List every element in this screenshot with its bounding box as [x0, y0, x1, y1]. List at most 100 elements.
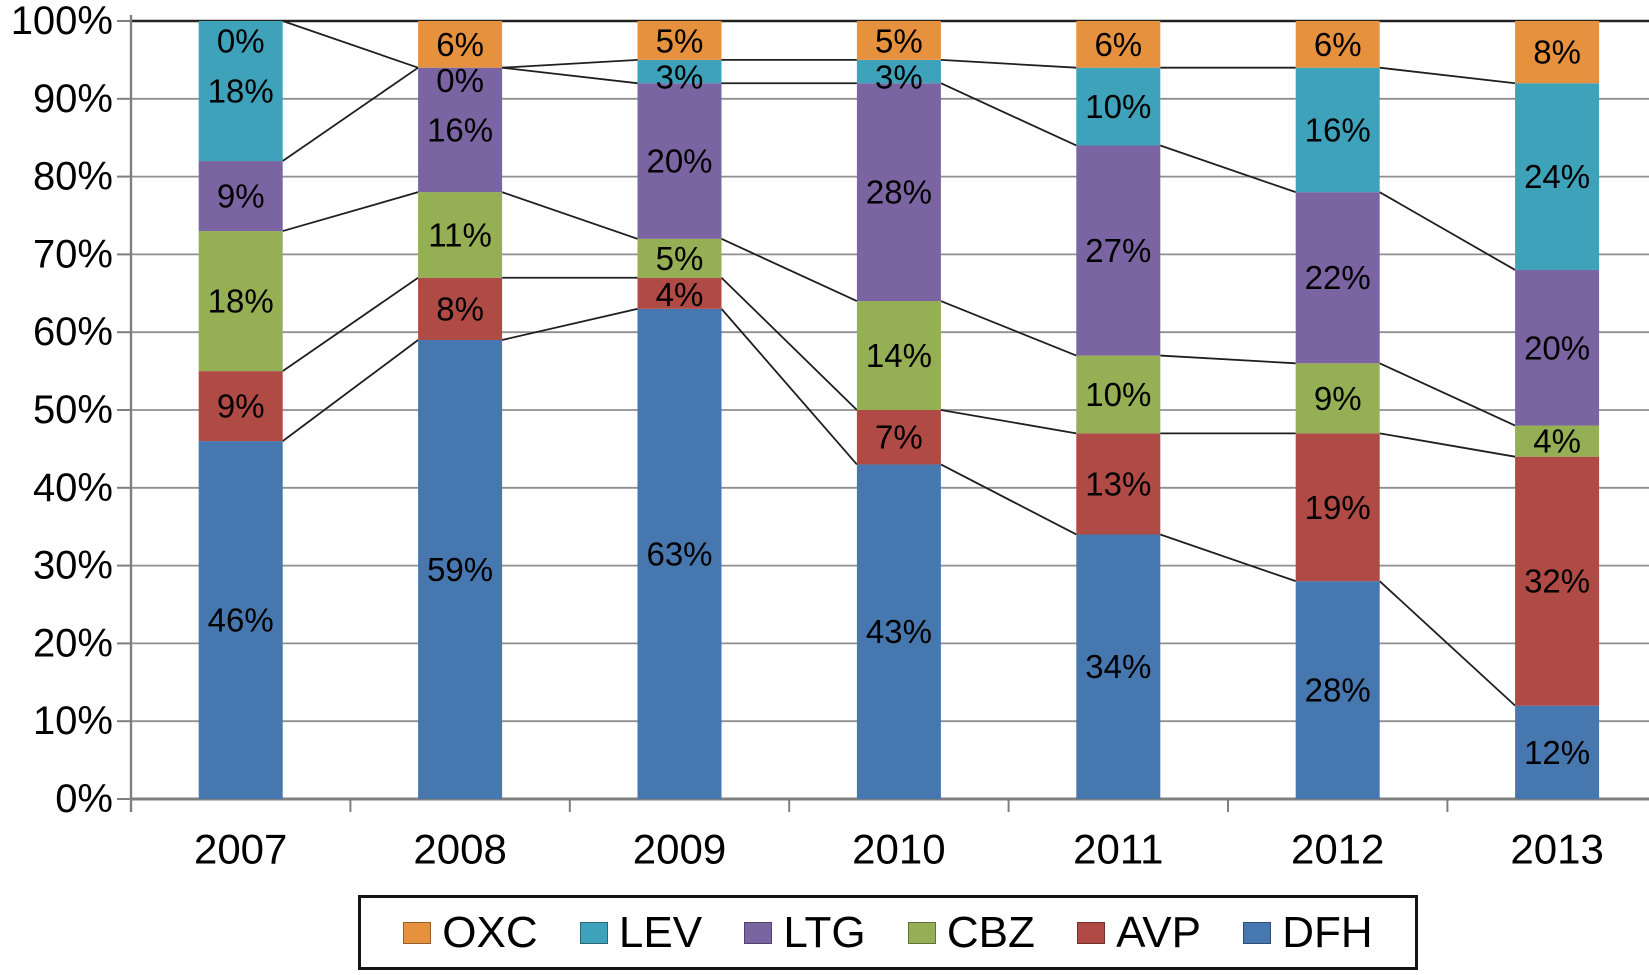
bar-2009	[637, 21, 722, 799]
legend-label-LEV: LEV	[618, 907, 703, 957]
data-label-CBZ-2011: 10%	[1085, 376, 1151, 413]
bar-segment-LEV-2013	[1515, 83, 1600, 270]
legend-swatch-OXC	[403, 921, 432, 944]
bar-segment-CBZ-2007	[198, 231, 283, 372]
connector-CBZ-2012-2013	[1379, 362, 1516, 427]
bar-segment-AVP-2007	[198, 371, 283, 442]
data-label-LEV-2007: 18%	[208, 73, 274, 110]
y-axis-label-60%: 60%	[33, 310, 113, 354]
data-label-LEV-2013: 24%	[1524, 158, 1590, 195]
connector-AVP-2007-2008	[282, 276, 419, 372]
data-label-LTG-2008: 16%	[427, 111, 493, 148]
data-label-LEV-2010: 3%	[875, 59, 923, 96]
connector-DFH-2009-2010	[720, 308, 858, 466]
bar-segment-AVP-2012	[1295, 433, 1380, 582]
legend-item-LTG: LTG	[744, 907, 866, 958]
legend-label-LTG: LTG	[783, 907, 866, 957]
bar-segment-AVP-2013	[1515, 456, 1600, 706]
bar-2013	[1515, 21, 1600, 799]
bar-segment-LTG-2011	[1076, 145, 1161, 356]
connector-AVP-2010-2011	[940, 409, 1077, 435]
bar-segment-LEV-2011	[1076, 67, 1161, 146]
data-label-DFH-2008: 59%	[427, 551, 493, 588]
x-axis-label-2011: 2011	[1073, 826, 1163, 873]
bar-segment-CBZ-2008	[418, 192, 503, 278]
legend-item-DFH: DFH	[1243, 908, 1373, 958]
bar-segment-AVP-2008	[418, 277, 503, 340]
bar-segment-LTG-2013	[1515, 269, 1600, 426]
bar-segment-CBZ-2012	[1295, 363, 1380, 434]
connector-DFH-2012-2013	[1379, 580, 1516, 707]
connector-LTG-2010-2011	[940, 82, 1077, 147]
data-label-LEV-2008: 0%	[436, 62, 484, 99]
bar-segment-DFH-2009	[637, 308, 722, 799]
data-label-LTG-2012: 22%	[1305, 259, 1371, 296]
bar-segment-DFH-2013	[1515, 705, 1600, 799]
data-labels: 0%18%9%18%9%46%6%0%16%11%8%59%5%3%20%5%4…	[208, 23, 1590, 771]
chart-legend: OXC LEV LTG CBZ AVP DFH	[358, 895, 1418, 970]
connector-DFH-2007-2008	[282, 339, 419, 442]
connector-CBZ-2009-2010	[721, 238, 858, 302]
connector-CBZ-2010-2011	[940, 300, 1077, 357]
legend-item-OXC: OXC	[403, 907, 538, 958]
data-label-CBZ-2007: 18%	[208, 283, 274, 320]
bar-2010	[856, 21, 941, 799]
bar-segment-LTG-2012	[1295, 192, 1380, 364]
bar-segment-LEV-2009	[637, 59, 722, 84]
legend-label-AVP: AVP	[1116, 907, 1201, 957]
bar-segment-LEV-2007	[198, 21, 283, 162]
data-label-LTG-2010: 28%	[866, 174, 932, 211]
connector-DFH-2008-2009	[501, 307, 638, 341]
bar-segment-OXC-2013	[1515, 21, 1600, 84]
connector-CBZ-2008-2009	[501, 191, 638, 240]
data-label-DFH-2012: 28%	[1305, 672, 1371, 709]
legend-swatch-CBZ	[907, 921, 936, 944]
bar-segment-OXC-2011	[1076, 21, 1161, 68]
bar-segment-CBZ-2013	[1515, 425, 1600, 457]
bar-segment-DFH-2007	[198, 441, 283, 799]
series-connector-lines	[282, 20, 1516, 707]
legend-label-CBZ: CBZ	[946, 907, 1035, 957]
data-label-AVP-2007: 9%	[217, 388, 265, 425]
data-label-CBZ-2009: 5%	[656, 240, 704, 277]
data-label-OXC-2007: 0%	[217, 23, 265, 60]
y-axis-label-100%: 100%	[11, 0, 113, 43]
connector-LEV-2010-2011	[940, 59, 1077, 69]
data-label-LEV-2012: 16%	[1305, 111, 1371, 148]
bar-2008	[418, 21, 503, 799]
legend-label-OXC: OXC	[442, 907, 538, 957]
bar-segment-AVP-2010	[856, 410, 941, 465]
data-label-OXC-2009: 5%	[656, 23, 704, 60]
legend-swatch-DFH	[1243, 921, 1272, 944]
bar-2007	[198, 21, 283, 799]
connector-CBZ-2007-2008	[282, 191, 419, 232]
data-label-CBZ-2012: 9%	[1314, 380, 1362, 417]
data-label-LTG-2007: 9%	[217, 178, 265, 215]
data-label-LTG-2011: 27%	[1085, 232, 1151, 269]
connector-LEV-2008-2009	[502, 59, 638, 69]
y-axis-label-70%: 70%	[33, 232, 113, 276]
data-label-LEV-2011: 10%	[1085, 88, 1151, 125]
legend-item-CBZ: CBZ	[907, 907, 1035, 958]
legend-item-AVP: AVP	[1077, 908, 1201, 958]
data-label-AVP-2010: 7%	[875, 419, 923, 456]
bar-segment-LEV-2012	[1295, 67, 1380, 193]
bar-segment-LTG-2009	[637, 83, 722, 239]
bar-segment-CBZ-2009	[637, 238, 722, 278]
connector-LTG-2012-2013	[1379, 191, 1516, 271]
data-label-AVP-2008: 8%	[436, 290, 484, 327]
bar-segment-CBZ-2010	[856, 301, 941, 410]
data-label-DFH-2007: 46%	[208, 602, 274, 639]
legend-item-LEV: LEV	[579, 907, 703, 958]
connector-AVP-2009-2010	[720, 277, 858, 411]
x-axis-label-2012: 2012	[1291, 826, 1384, 873]
connector-LTG-2011-2012	[1160, 144, 1296, 194]
bar-segment-DFH-2012	[1295, 581, 1380, 799]
bar-segment-LTG-2008	[418, 67, 503, 193]
data-label-LTG-2013: 20%	[1524, 329, 1590, 366]
bar-segment-OXC-2012	[1295, 21, 1380, 68]
bar-segment-OXC-2010	[856, 21, 941, 60]
data-label-LEV-2009: 3%	[656, 59, 704, 96]
connector-DFH-2010-2011	[940, 463, 1077, 536]
connector-LTG-2007-2008	[282, 66, 419, 162]
